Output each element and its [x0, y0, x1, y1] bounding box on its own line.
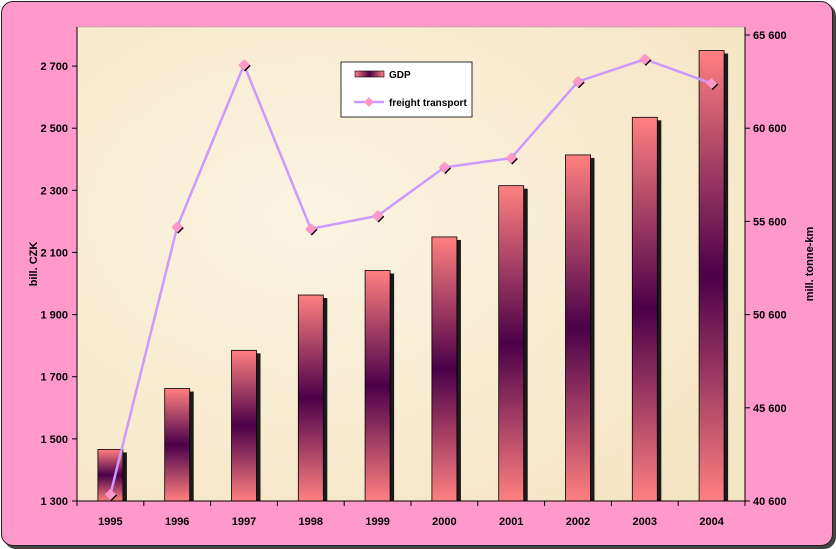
bars-layer: [97, 50, 729, 502]
y-right-tick-label: 55 600: [753, 216, 787, 228]
x-tick-label: 1995: [98, 516, 122, 528]
gdp-bar: [364, 270, 391, 502]
y-left-tick-label: 1 300: [40, 496, 68, 508]
gdp-bar: [164, 388, 191, 502]
y-right-tick-label: 60 600: [753, 123, 787, 135]
x-tick-label: 1999: [365, 516, 389, 528]
freight-marker: [639, 53, 651, 65]
x-tick-label: 1996: [165, 516, 189, 528]
y-left-tick-label: 1 700: [40, 372, 68, 384]
x-tick-label: 2000: [432, 516, 456, 528]
y-axis-left-title: bill. CZK: [28, 242, 40, 287]
x-tick-label: 2001: [499, 516, 523, 528]
y-left-tick-label: 1 900: [40, 310, 68, 322]
x-tick-label: 2003: [633, 516, 657, 528]
x-tick-label: 2004: [699, 516, 724, 528]
y-right-tick-label: 45 600: [753, 403, 787, 415]
freight-line: [109, 57, 713, 495]
freight-marker: [505, 152, 517, 164]
x-tick-label: 1998: [299, 516, 323, 528]
legend-freight-label: freight transport: [389, 98, 467, 109]
y-left-tick-label: 2 700: [40, 61, 68, 73]
y-right-tick-label: 65 600: [753, 30, 787, 42]
y-left-tick-label: 2 300: [40, 185, 68, 197]
y-left-tick-label: 2 500: [40, 123, 68, 135]
gdp-bar: [231, 349, 257, 502]
y-right-tick-label: 50 600: [753, 310, 787, 322]
legend-gdp-label: GDP: [389, 70, 411, 81]
y-left-tick-label: 1 500: [40, 434, 68, 446]
freight-marker: [438, 161, 451, 174]
gdp-bar: [297, 294, 324, 502]
legend: GDP freight transport: [340, 61, 473, 118]
freight-marker: [171, 221, 183, 233]
gdp-bar: [498, 185, 525, 502]
legend-gdp-swatch: [354, 70, 385, 78]
y-axis-right-title: mill. tonne-km: [804, 227, 816, 302]
gdp-bar: [698, 50, 725, 502]
freight-marker: [371, 210, 384, 222]
freight-marker: [305, 223, 317, 235]
gdp-bar: [565, 154, 591, 502]
y-left-tick-label: 2 100: [40, 247, 68, 259]
y-right-tick-label: 40 600: [753, 496, 787, 508]
gdp-bar: [631, 116, 658, 502]
line-layer: [104, 53, 719, 502]
x-tick-label: 1997: [232, 516, 256, 528]
x-tick-label: 2002: [566, 516, 590, 528]
gdp-bar: [431, 236, 458, 502]
axes-layer: 1 300 1 500 1 700 1 900 2 100 2 300 2 500 2 700…: [40, 27, 787, 528]
